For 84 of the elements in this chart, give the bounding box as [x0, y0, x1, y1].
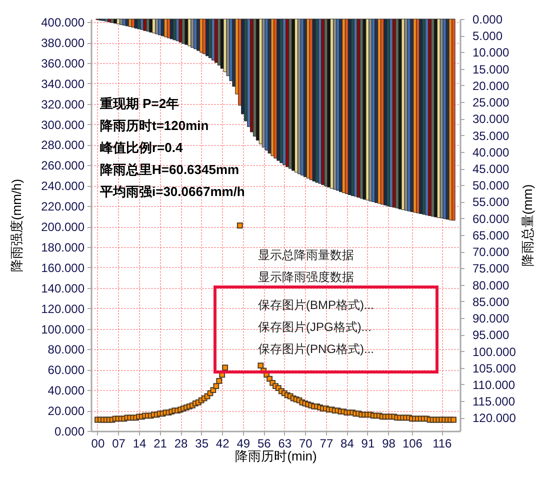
- y2-tick-label: 40.000: [472, 145, 510, 160]
- y2-tick-label: 5.000: [472, 29, 503, 44]
- y2-tick-label: 0.000: [472, 12, 503, 26]
- x-tick-label: 63: [278, 436, 292, 450]
- x-tick-label: 00: [91, 436, 105, 450]
- annotation: 显示降雨强度数据: [258, 270, 354, 284]
- y2-tick-label: 25.000: [472, 96, 510, 110]
- annotation: 平均雨强i=30.0667mm/h: [99, 184, 245, 199]
- bar: [116, 18, 120, 24]
- y2-tick-label: 15.000: [472, 62, 510, 76]
- y-axis-title: 降雨强度(mm/h): [9, 178, 24, 272]
- y-tick-label: 160.000: [41, 260, 85, 275]
- y2-tick-label: 30.000: [472, 112, 510, 126]
- y2-tick-label: 120.000: [472, 411, 516, 426]
- y-tick-label: 180.000: [41, 240, 85, 254]
- y2-tick-label: 45.000: [472, 162, 510, 176]
- x-tick-label: 56: [257, 436, 272, 450]
- y2-tick-label: 90.000: [472, 312, 510, 326]
- y2-tick-label: 100.000: [472, 344, 516, 359]
- x-tick-label: 42: [216, 436, 230, 450]
- x-tick-label: 77: [320, 436, 334, 450]
- annotation: 保存图片(PNG格式)...: [258, 342, 374, 356]
- x-tick-label: 28: [174, 436, 188, 450]
- annotation: 重现期 P=2年: [99, 96, 180, 111]
- y-tick-label: 280.000: [41, 138, 85, 152]
- y-tick-label: 340.000: [41, 76, 85, 91]
- x-tick-label: 84: [340, 436, 354, 450]
- y2-tick-label: 75.000: [472, 262, 510, 276]
- x-axis-title: 降雨历时(min): [235, 448, 317, 464]
- annotation: 峰值比例r=0.4: [100, 140, 184, 155]
- x-tick-label: 91: [361, 436, 375, 450]
- x-tick-label: 49: [236, 436, 250, 450]
- x-tick-label: 106: [402, 436, 423, 450]
- x-tick-label: 14: [132, 436, 147, 450]
- y-tick-label: 380.000: [41, 36, 85, 50]
- y2-tick-label: 65.000: [472, 228, 510, 242]
- y-tick-label: 100.000: [41, 322, 85, 336]
- y-tick-label: 300.000: [41, 118, 85, 132]
- bar: [114, 18, 118, 24]
- x-tick-label: 98: [382, 436, 396, 450]
- y-tick-label: 260.000: [41, 158, 85, 173]
- y2-tick-label: 70.000: [472, 245, 510, 260]
- y2-tick-label: 10.000: [472, 46, 510, 60]
- y-tick-label: 140.000: [41, 281, 85, 296]
- y-tick-label: 40.000: [48, 384, 85, 398]
- y-tick-label: 200.000: [41, 220, 85, 234]
- y2-tick-label: 50.000: [472, 178, 510, 193]
- annotation: 降雨历时t=120min: [100, 118, 209, 133]
- y-tick-label: 400.000: [41, 16, 85, 30]
- x-tick-label: 116: [432, 436, 452, 450]
- annotation: 显示总降雨量数据: [258, 248, 354, 262]
- bar: [108, 18, 112, 22]
- bar: [110, 18, 114, 23]
- y2-tick-label: 80.000: [472, 278, 510, 292]
- y2-tick-label: 105.000: [472, 361, 516, 376]
- bar: [125, 18, 129, 26]
- bar: [119, 18, 123, 25]
- y2-tick-label: 95.000: [472, 328, 510, 342]
- y-tick-label: 60.000: [48, 363, 85, 378]
- annotation: 保存图片(JPG格式)...: [258, 320, 372, 334]
- y-tick-label: 0.000: [54, 424, 85, 438]
- annotation: 保存图片(BMP格式)...: [258, 298, 374, 312]
- bar: [452, 18, 456, 221]
- y2-tick-label: 20.000: [472, 78, 510, 93]
- x-tick-label: 07: [112, 436, 126, 450]
- x-tick-label: 21: [154, 436, 168, 450]
- y2-axis-title: 降雨总量(mm): [520, 184, 535, 267]
- y2-tick-label: 60.000: [472, 212, 510, 226]
- x-tick-label: 70: [298, 436, 313, 450]
- annotation: 降雨总里H=60.6345mm: [100, 162, 240, 177]
- y2-tick-label: 115.000: [472, 394, 516, 409]
- y2-tick-label: 110.000: [472, 378, 516, 392]
- bar: [104, 18, 108, 22]
- x-tick-label: 35: [195, 436, 209, 450]
- y2-tick-label: 85.000: [472, 294, 510, 309]
- y-tick-label: 320.000: [41, 97, 85, 112]
- y-tick-label: 360.000: [41, 56, 85, 70]
- y2-tick-label: 35.000: [472, 128, 510, 143]
- y-tick-label: 20.000: [48, 404, 85, 418]
- y-tick-label: 80.000: [48, 342, 85, 357]
- y-tick-label: 220.000: [41, 200, 85, 214]
- y-tick-label: 240.000: [41, 179, 85, 194]
- y-tick-label: 120.000: [41, 302, 85, 316]
- y2-tick-label: 55.000: [472, 195, 510, 210]
